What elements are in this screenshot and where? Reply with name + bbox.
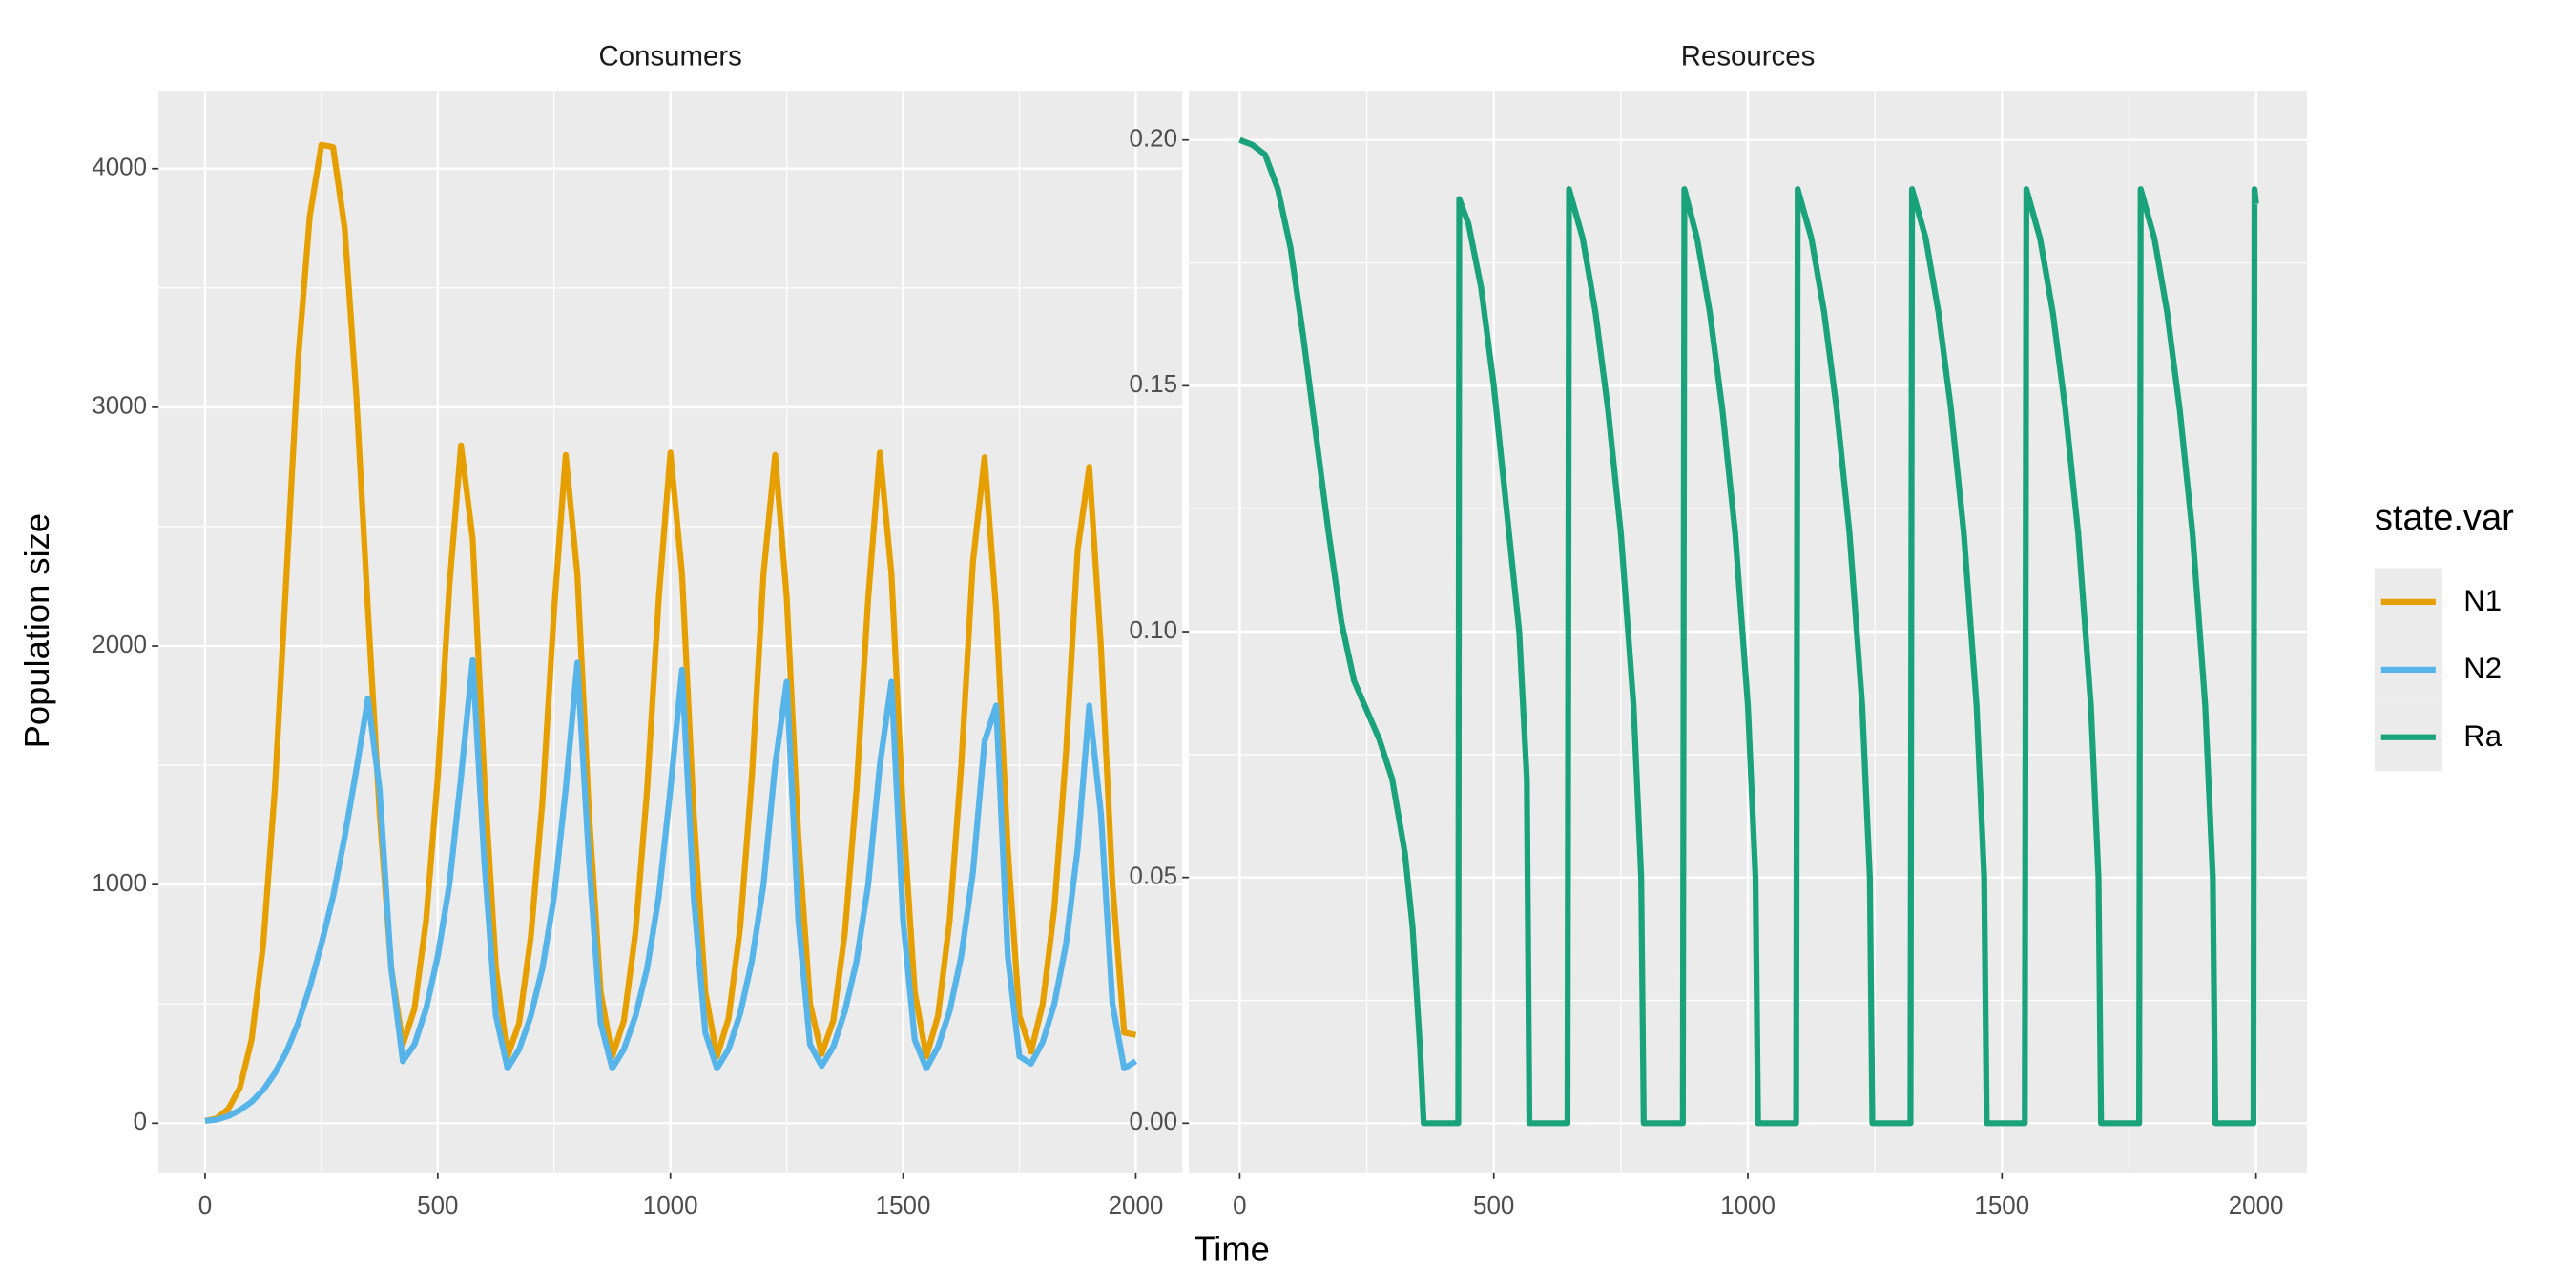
series-line [204,656,1138,1124]
x-tick-label: 1500 [876,1191,931,1219]
y-tick-label: 0 [134,1107,147,1135]
y-tick-label: 0.15 [1130,369,1178,398]
y-tick-label: 4000 [92,153,147,181]
x-axis-title: Time [1194,1230,1269,1269]
x-tick-label: 2000 [1109,1191,1164,1219]
series-line [1238,136,2259,1127]
x-tick-label: 1000 [643,1191,698,1219]
panel-title: Consumers [599,40,742,72]
y-tick-label: 0.05 [1130,862,1178,890]
legend-title: state.var [2375,498,2514,538]
panel-title: Resources [1681,40,1816,72]
x-tick-label: 500 [1473,1191,1514,1219]
y-tick-label: 0.10 [1130,615,1178,644]
x-tick-label: 2000 [2229,1191,2284,1219]
x-tick-label: 0 [1233,1191,1246,1219]
y-axis-title: Population size [17,513,56,748]
x-tick-label: 1500 [1974,1191,2029,1219]
legend-label: N2 [2463,652,2502,685]
y-tick-label: 0.00 [1130,1107,1178,1135]
y-tick-label: 1000 [92,868,147,897]
y-tick-label: 2000 [92,630,147,658]
legend-label: Ra [2463,719,2502,753]
x-tick-label: 0 [198,1191,212,1219]
x-tick-label: 500 [417,1191,458,1219]
x-tick-label: 1000 [1720,1191,1776,1219]
y-tick-label: 0.20 [1130,124,1178,153]
series-line [204,141,1137,1124]
legend-label: N1 [2463,584,2502,617]
y-tick-label: 3000 [92,391,147,420]
